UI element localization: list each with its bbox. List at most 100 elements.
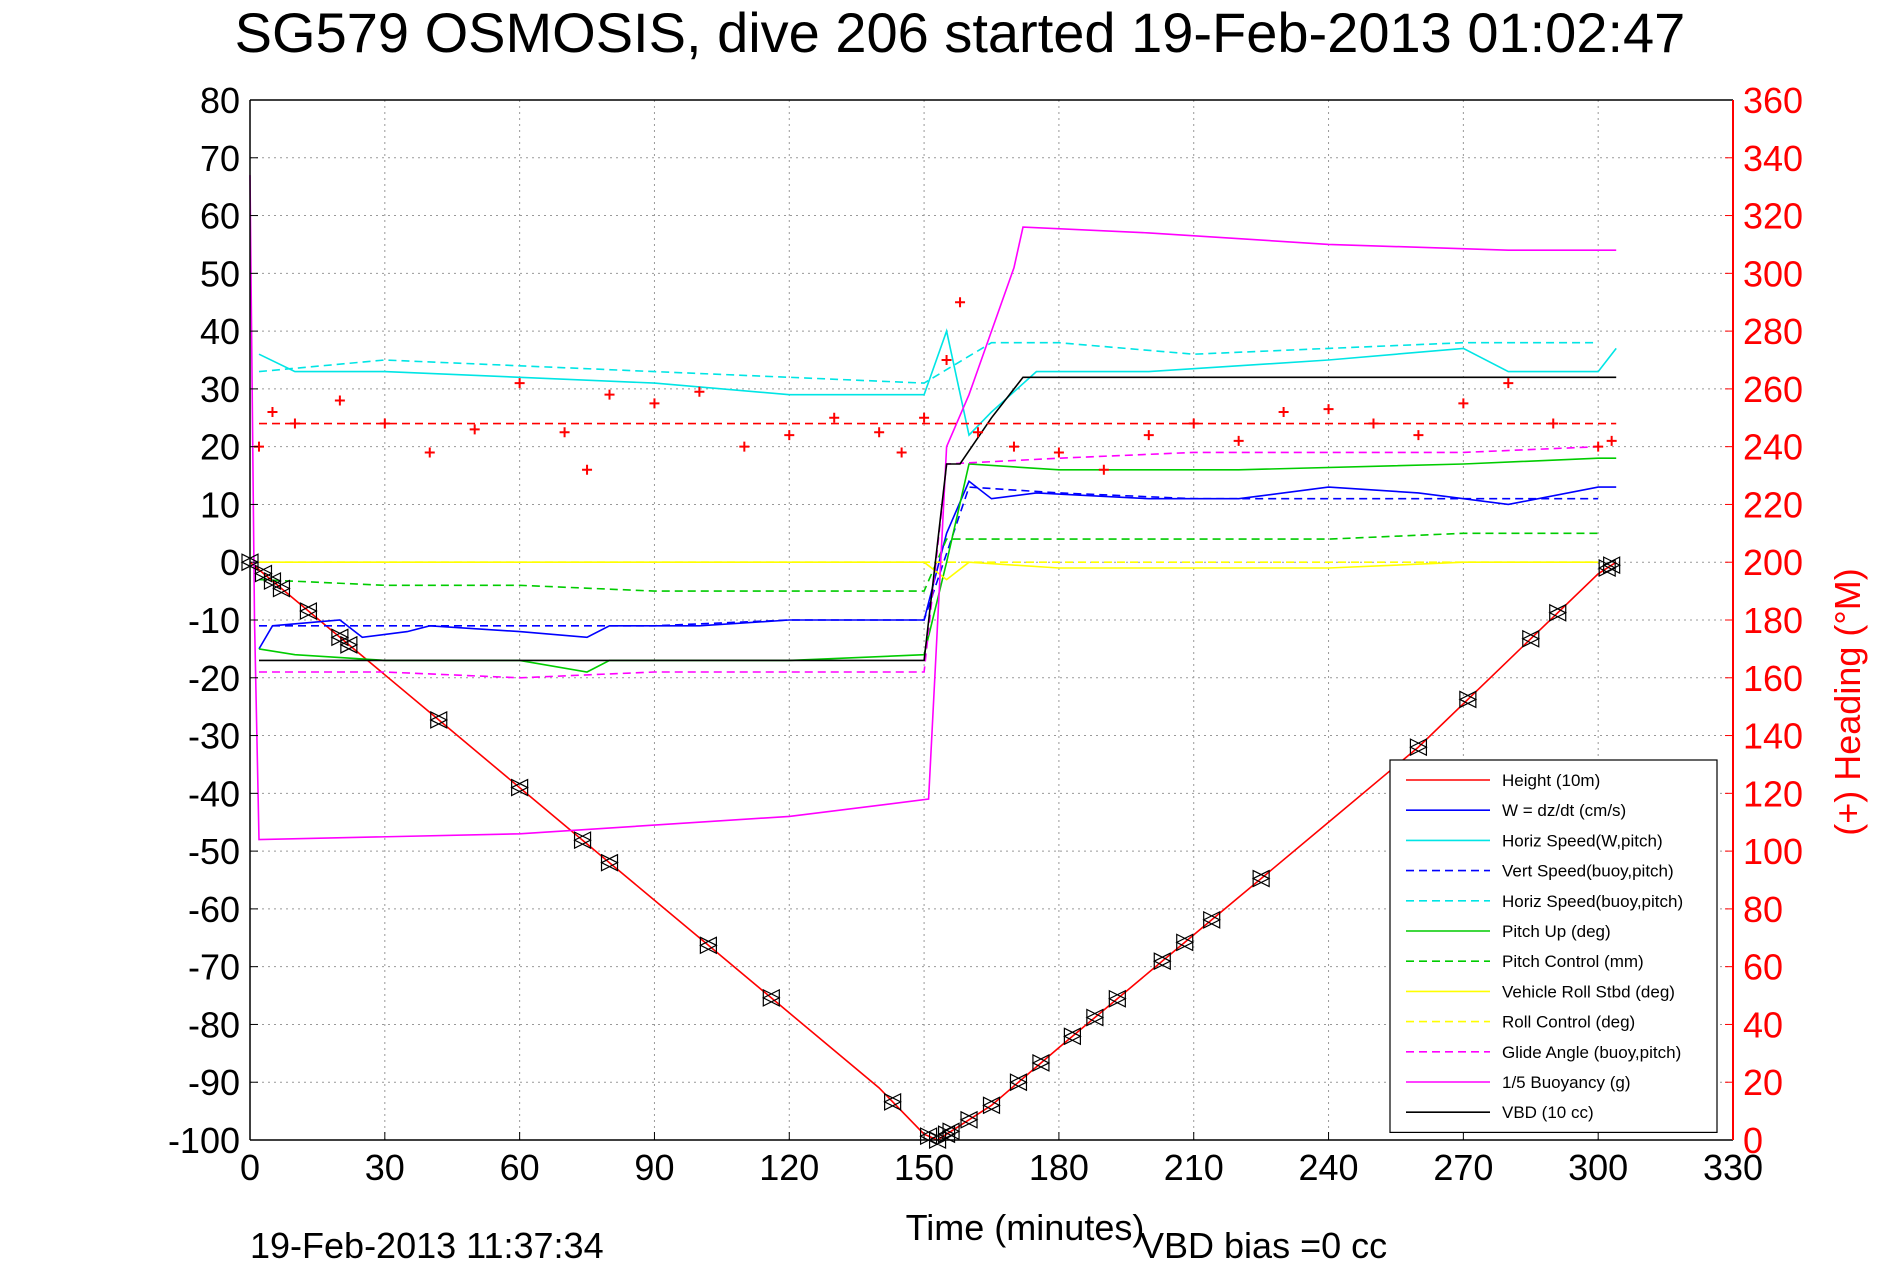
- y-right-tick-label: 260: [1743, 369, 1803, 410]
- heading-point: [604, 389, 615, 400]
- height-marker: [1175, 933, 1195, 952]
- legend: Height (10m) W = dz/dt (cm/s) Horiz Speed(…: [1389, 759, 1718, 1133]
- legend-label: Glide Angle (buoy,pitch): [1502, 1043, 1681, 1062]
- y-right-tick-label: 20: [1743, 1062, 1783, 1103]
- axes: [249, 99, 1734, 1141]
- legend-label: Pitch Control (mm): [1502, 952, 1644, 971]
- heading-point: [1143, 430, 1154, 441]
- heading-point: [896, 447, 907, 458]
- heading-point: [973, 427, 984, 438]
- heading-point: [514, 378, 525, 389]
- x-tick-label: 60: [500, 1147, 540, 1188]
- chart-title: SG579 OSMOSIS, dive 206 started 19-Feb-2…: [235, 1, 1686, 64]
- x-tick-label: 300: [1568, 1147, 1628, 1188]
- height-marker: [330, 628, 350, 647]
- heading-point: [424, 447, 435, 458]
- y-right-tick-label: 200: [1743, 542, 1803, 583]
- y-right-tick-label: 100: [1743, 831, 1803, 872]
- height-marker: [1031, 1053, 1051, 1072]
- y-right-tick-label: 60: [1743, 947, 1783, 988]
- y-right-tick-label: 320: [1743, 196, 1803, 237]
- height-marker: [1063, 1027, 1082, 1046]
- y-tick-label: -50: [188, 831, 240, 872]
- heading-point: [1606, 435, 1617, 446]
- y-tick-label: -80: [188, 1004, 240, 1045]
- y-right-tick-label: 160: [1743, 658, 1803, 699]
- height-marker: [1202, 910, 1222, 929]
- height-marker: [272, 579, 291, 598]
- vbd-bias-label: VBD bias =0 cc: [1140, 1225, 1387, 1262]
- legend-label: Horiz Speed(W,pitch): [1502, 831, 1663, 850]
- y-tick-label: 50: [200, 253, 240, 294]
- height-marker: [600, 853, 619, 872]
- y-tick-label: -30: [188, 716, 240, 757]
- y-tick-label: 20: [200, 427, 240, 468]
- heading-point: [1278, 407, 1289, 417]
- height-marker: [982, 1096, 1001, 1115]
- data-series: [240, 175, 1622, 1149]
- height-marker: [941, 1122, 961, 1141]
- series-line-vert-speed-buoy-pitch: [259, 486, 1599, 627]
- heading-point: [582, 464, 593, 475]
- series-line-horiz-speed-w-pitch: [258, 328, 1617, 437]
- y-right-tick-label: 280: [1743, 311, 1803, 352]
- legend-label: Vert Speed(buoy,pitch): [1502, 862, 1674, 881]
- y-right-tick-label: 240: [1743, 427, 1803, 468]
- y-right-tick-label: 300: [1743, 253, 1803, 294]
- heading-point: [694, 386, 705, 397]
- legend-label: Roll Control (deg): [1502, 1013, 1635, 1032]
- y-right-tick-label: 40: [1743, 1004, 1783, 1045]
- y-tick-label: 60: [200, 196, 240, 237]
- y-tick-label: -70: [188, 947, 240, 988]
- height-marker: [1409, 738, 1428, 757]
- height-marker: [1548, 603, 1568, 622]
- tick-labels: 0 30 60 90 120 150 180 210 240 270 300 330807060504…: [168, 80, 1803, 1188]
- heading-point: [1233, 435, 1244, 446]
- legend-box: [1389, 759, 1718, 1133]
- y-tick-label: -20: [188, 658, 240, 699]
- height-marker: [699, 936, 718, 955]
- heading-point: [941, 355, 952, 365]
- height-marker: [263, 572, 282, 590]
- x-tick-label: 210: [1164, 1147, 1224, 1188]
- height-marker: [1458, 690, 1478, 709]
- series-line-horiz-speed-buoy-pitch: [258, 341, 1599, 384]
- heading-point: [469, 424, 480, 435]
- legend-label: W = dz/dt (cm/s): [1502, 801, 1626, 820]
- height-marker: [1085, 1008, 1105, 1027]
- heading-point: [1503, 378, 1514, 389]
- height-marker: [959, 1110, 979, 1129]
- height-marker: [1602, 556, 1622, 575]
- y-tick-label: 30: [200, 369, 240, 410]
- y-tick-label: -10: [188, 600, 240, 641]
- x-axis-label: Time (minutes): [906, 1207, 1145, 1248]
- heading-point: [784, 430, 795, 441]
- y-right-tick-label: 360: [1743, 80, 1803, 121]
- height-marker: [1009, 1073, 1028, 1092]
- heading-point: [1323, 404, 1334, 415]
- y-right-tick-label: 80: [1743, 889, 1783, 930]
- y-right-tick-label: 120: [1743, 773, 1803, 814]
- legend-label: 1/5 Buoyancy (g): [1502, 1073, 1631, 1092]
- y-tick-label: 10: [200, 484, 240, 525]
- y-tick-label: 0: [220, 542, 240, 583]
- y-right-tick-label: 340: [1743, 138, 1803, 179]
- heading-point: [1053, 447, 1064, 458]
- heading-point: [874, 427, 885, 438]
- heading-point: [334, 395, 345, 406]
- series-line-vbd-10-cc: [259, 376, 1617, 662]
- heading-point: [1008, 441, 1019, 452]
- heading-point: [649, 398, 660, 409]
- height-marker: [429, 710, 449, 729]
- height-marker: [1251, 869, 1271, 888]
- x-tick-label: 180: [1029, 1147, 1089, 1188]
- y-tick-label: -60: [188, 889, 240, 930]
- legend-label: Horiz Speed(buoy,pitch): [1502, 892, 1683, 911]
- y-tick-label: -40: [188, 773, 240, 814]
- y-tick-label: -90: [188, 1062, 240, 1103]
- heading-point: [1098, 464, 1109, 475]
- heading-point: [739, 441, 750, 452]
- x-tick-label: 150: [894, 1147, 954, 1188]
- x-tick-label: 270: [1433, 1147, 1493, 1188]
